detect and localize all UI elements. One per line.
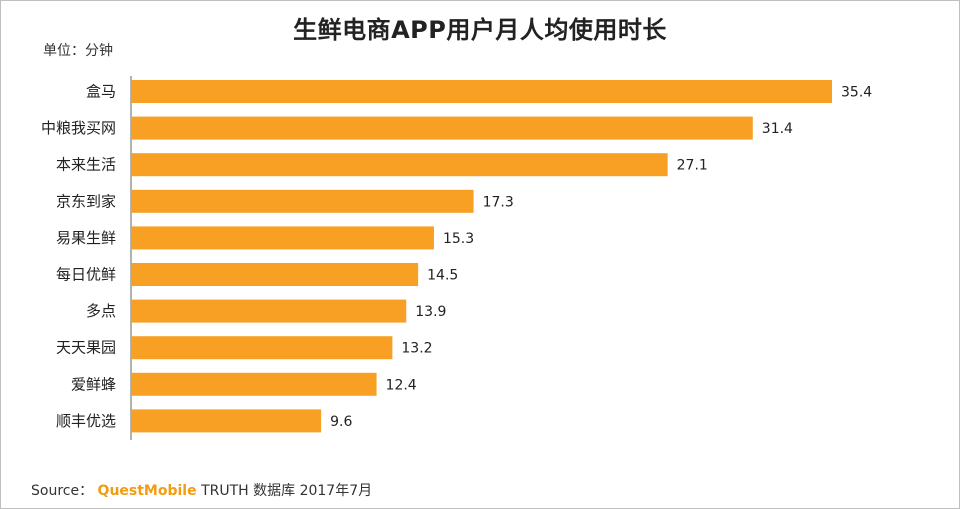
bar-6 [131,299,407,323]
value-label-5: 14.5 [427,268,458,284]
value-label-7: 13.2 [401,341,432,357]
bars-group: 盒马 35.4 中粮我买网 31.4 本来生活 27.1 京东到家 17.3 易果生鲜 15.3 每… [41,80,872,433]
category-label-0: 盒马 [86,83,116,101]
unit-label: 单位：分钟 [43,43,113,59]
value-label-4: 15.3 [443,231,474,247]
category-label-2: 本来生活 [56,156,116,174]
category-label-7: 天天果园 [56,339,116,357]
value-label-1: 31.4 [762,121,793,137]
bar-4 [131,226,434,250]
source-suffix: TRUTH 数据库 2017年7月 [201,483,373,499]
bar-8 [131,372,377,396]
category-label-4: 易果生鲜 [56,229,116,247]
category-label-6: 多点 [86,302,116,320]
bar-9 [131,409,322,433]
bar-5 [131,263,419,286]
value-label-0: 35.4 [841,85,872,101]
value-label-9: 9.6 [330,414,352,430]
chart-title: 生鲜电商APP用户月人均使用时长 [293,16,667,44]
value-label-3: 17.3 [483,194,514,210]
source-brand: QuestMobile [97,483,197,499]
category-label-5: 每日优鲜 [56,266,116,284]
category-label-8: 爱鲜蜂 [71,375,116,393]
bar-1 [131,116,753,140]
bar-2 [131,153,668,177]
category-label-1: 中粮我买网 [41,119,116,137]
bar-7 [131,336,393,360]
value-label-2: 27.1 [677,158,708,174]
category-label-9: 顺丰优选 [56,412,116,430]
value-label-6: 13.9 [415,304,446,320]
category-label-3: 京东到家 [56,192,116,210]
value-label-8: 12.4 [386,377,417,393]
source-prefix: Source： [31,483,94,499]
bar-0 [131,80,832,103]
bar-3 [131,189,474,213]
source-note: Source： QuestMobile TRUTH 数据库 2017年7月 [31,480,372,500]
